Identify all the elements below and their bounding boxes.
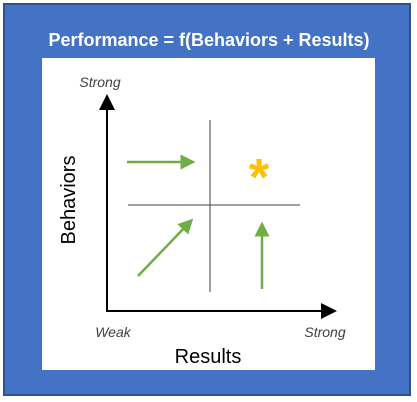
x-axis-right-label: Strong bbox=[304, 324, 345, 340]
star-icon: * bbox=[249, 149, 270, 207]
diagram-title: Performance = f(Behaviors + Results) bbox=[48, 30, 370, 50]
x-axis-label: Results bbox=[175, 346, 242, 368]
arrow-diagonal-icon bbox=[137, 218, 194, 277]
x-axis-left-label: Weak bbox=[95, 324, 132, 340]
y-axis-top-label: Strong bbox=[79, 74, 120, 90]
diagram-panel bbox=[42, 58, 375, 370]
y-axis-label: Behaviors bbox=[58, 156, 80, 245]
